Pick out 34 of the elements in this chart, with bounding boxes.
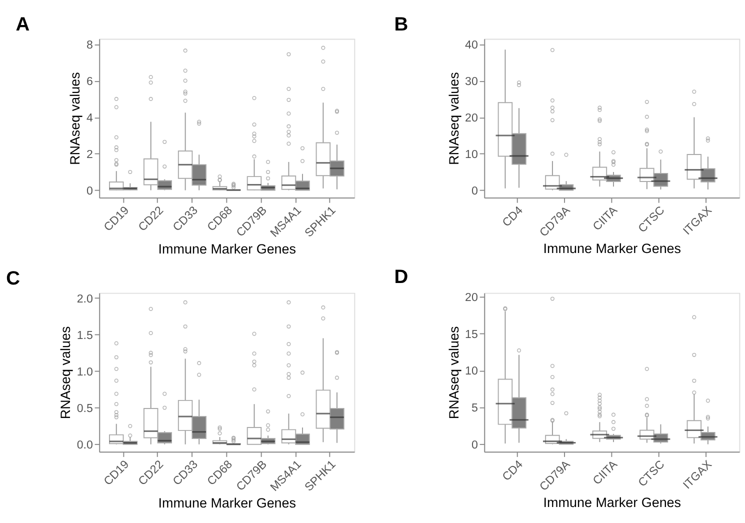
y-tick-label: 0 — [471, 186, 478, 198]
x-tick-label: CD4 — [500, 458, 526, 484]
y-axis-title: RNAseq values — [58, 326, 74, 420]
y-tick-label: 6 — [86, 76, 93, 88]
y-tick-label: 2 — [86, 149, 93, 162]
chart-title: C — [6, 268, 20, 290]
y-tick-label: 2.0 — [76, 293, 93, 306]
x-axis-title: Immune Marker Genes — [158, 241, 296, 256]
y-tick-label: 30 — [465, 76, 478, 88]
y-tick-label: 15 — [465, 328, 478, 341]
y-tick-label: 0.0 — [76, 440, 93, 452]
y-tick-label: 5 — [471, 402, 478, 415]
chart-title: D — [394, 267, 408, 288]
y-axis-title: RNAseq values — [446, 326, 462, 420]
y-tick-label: 1.0 — [76, 366, 93, 378]
y-tick-label: 4 — [86, 112, 94, 125]
y-tick-label: 10 — [465, 149, 478, 162]
y-axis-title: RNAseq values — [446, 72, 462, 166]
y-tick-label: 8 — [86, 40, 93, 52]
y-tick-label: 1.5 — [76, 330, 93, 342]
chart-title: A — [16, 14, 30, 36]
chart-title: B — [394, 14, 408, 36]
y-tick-label: 0 — [471, 440, 478, 452]
y-tick-label: 40 — [465, 40, 478, 52]
x-axis-title: Immune Marker Genes — [543, 495, 682, 510]
y-tick-label: 10 — [465, 366, 478, 378]
x-axis-title: Immune Marker Genes — [158, 496, 296, 511]
x-tick-label: CD4 — [500, 204, 526, 230]
y-axis-title: RNAseq values — [68, 72, 83, 166]
x-axis-title: Immune Marker Genes — [543, 241, 682, 256]
y-tick-label: 0.5 — [76, 403, 93, 416]
y-tick-label: 20 — [465, 292, 478, 304]
y-tick-label: 0 — [86, 186, 93, 198]
y-tick-label: 20 — [465, 112, 478, 125]
